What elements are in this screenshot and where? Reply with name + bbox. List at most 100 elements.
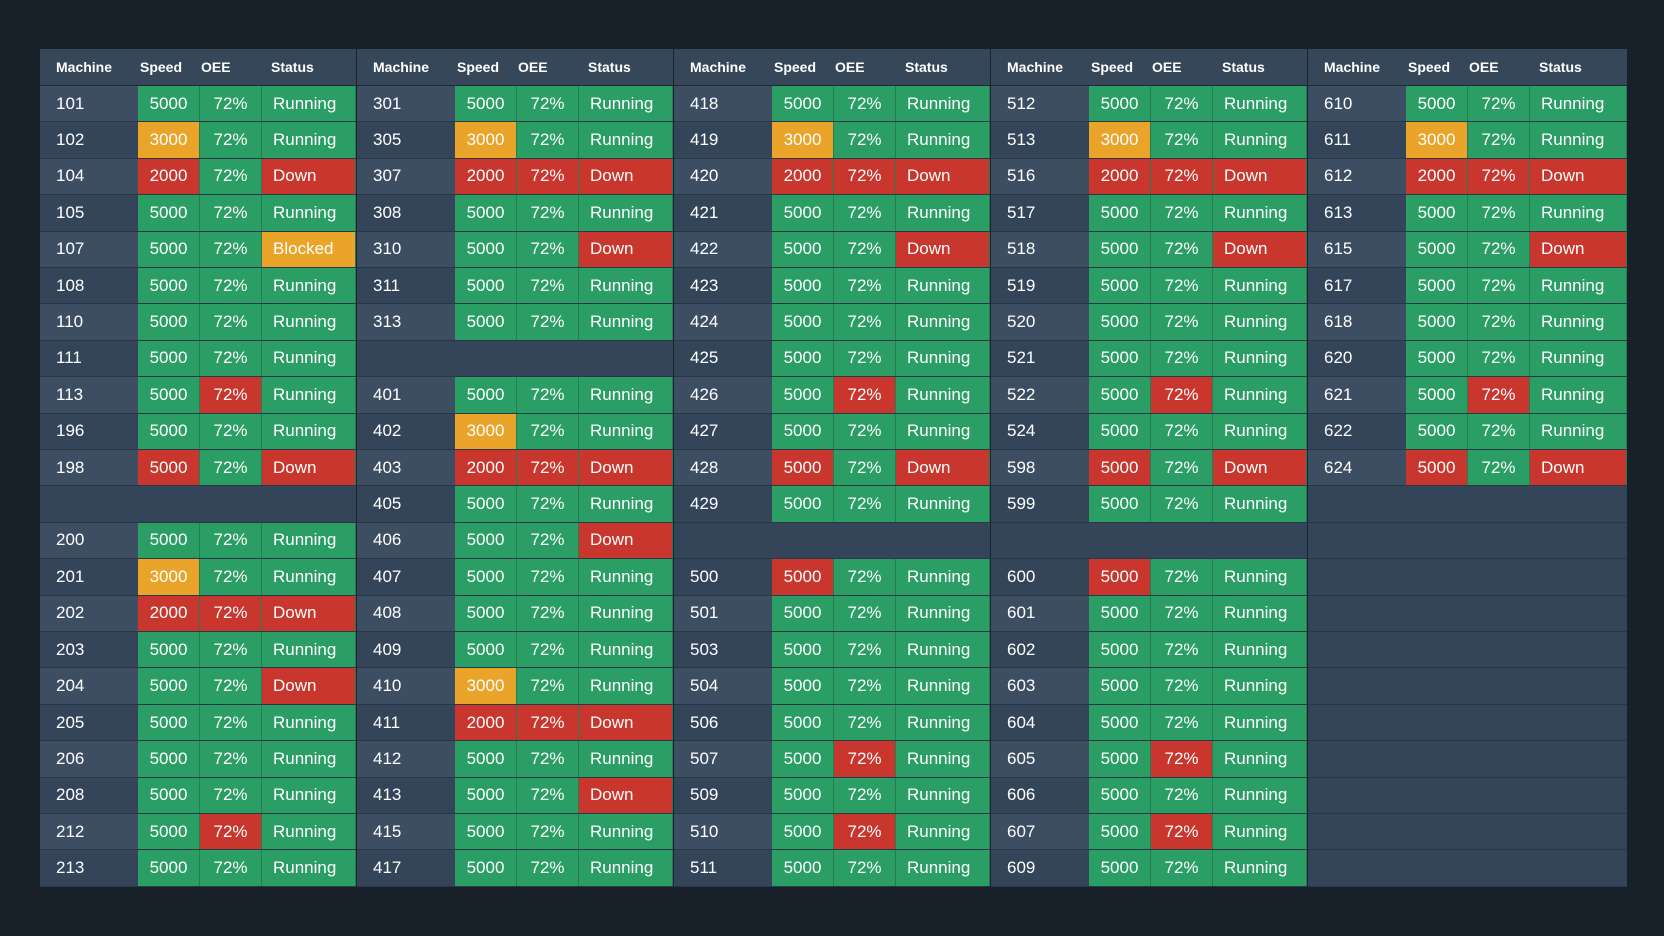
machine-row[interactable]: 620 5000 72% Running	[1308, 340, 1627, 378]
machine-row[interactable]: 213 5000 72% Running	[40, 850, 356, 887]
header-machine[interactable]: Machine	[690, 58, 747, 75]
machine-row[interactable]: 301 5000 72% Running	[357, 85, 673, 123]
machine-row[interactable]: 624 5000 72% Down	[1308, 449, 1627, 487]
machine-row[interactable]: 606 5000 72% Running	[991, 777, 1307, 815]
header-machine[interactable]: Machine	[1324, 58, 1381, 75]
machine-row[interactable]: 417 5000 72% Running	[357, 850, 673, 887]
machine-row[interactable]: 208 5000 72% Running	[40, 777, 356, 815]
machine-row[interactable]: 203 5000 72% Running	[40, 632, 356, 669]
machine-row[interactable]: 598 5000 72% Down	[991, 449, 1307, 487]
machine-row[interactable]: 313 5000 72% Running	[357, 304, 673, 341]
machine-row[interactable]: 424 5000 72% Running	[674, 304, 990, 341]
machine-row[interactable]: 429 5000 72% Running	[674, 486, 990, 523]
machine-row[interactable]: 613 5000 72% Running	[1308, 195, 1627, 232]
machine-row[interactable]: 427 5000 72% Running	[674, 413, 990, 450]
machine-row[interactable]: 110 5000 72% Running	[40, 304, 356, 341]
header-status[interactable]: Status	[1539, 58, 1582, 75]
machine-row[interactable]: 405 5000 72% Running	[357, 486, 673, 523]
machine-row[interactable]: 618 5000 72% Running	[1308, 304, 1627, 341]
header-machine[interactable]: Machine	[56, 58, 113, 75]
machine-row[interactable]: 517 5000 72% Running	[991, 195, 1307, 232]
machine-row[interactable]: 615 5000 72% Down	[1308, 231, 1627, 268]
machine-row[interactable]: 421 5000 72% Running	[674, 195, 990, 232]
header-status[interactable]: Status	[588, 58, 631, 75]
machine-row[interactable]: 611 3000 72% Running	[1308, 122, 1627, 159]
machine-row[interactable]: 428 5000 72% Down	[674, 449, 990, 487]
header-status[interactable]: Status	[905, 58, 948, 75]
machine-row[interactable]: 205 5000 72% Running	[40, 704, 356, 742]
machine-row[interactable]: 403 2000 72% Down	[357, 449, 673, 487]
machine-row[interactable]: 310 5000 72% Down	[357, 231, 673, 268]
machine-row[interactable]: 113 5000 72% Running	[40, 377, 356, 414]
machine-row[interactable]: 603 5000 72% Running	[991, 668, 1307, 705]
machine-row[interactable]: 602 5000 72% Running	[991, 632, 1307, 669]
machine-row[interactable]: 605 5000 72% Running	[991, 741, 1307, 778]
machine-row[interactable]: 111 5000 72% Running	[40, 340, 356, 378]
machine-row[interactable]: 206 5000 72% Running	[40, 741, 356, 778]
machine-row[interactable]: 521 5000 72% Running	[991, 340, 1307, 378]
machine-row[interactable]: 107 5000 72% Blocked	[40, 231, 356, 268]
header-oee[interactable]: OEE	[835, 58, 865, 75]
header-status[interactable]: Status	[1222, 58, 1265, 75]
machine-row[interactable]: 520 5000 72% Running	[991, 304, 1307, 341]
machine-row[interactable]: 419 3000 72% Running	[674, 122, 990, 159]
machine-row[interactable]: 305 3000 72% Running	[357, 122, 673, 159]
machine-row[interactable]: 609 5000 72% Running	[991, 850, 1307, 887]
machine-row[interactable]: 506 5000 72% Running	[674, 704, 990, 742]
header-oee[interactable]: OEE	[1152, 58, 1182, 75]
machine-row[interactable]: 104 2000 72% Down	[40, 158, 356, 196]
machine-row[interactable]: 504 5000 72% Running	[674, 668, 990, 705]
machine-row[interactable]: 409 5000 72% Running	[357, 632, 673, 669]
machine-row[interactable]: 308 5000 72% Running	[357, 195, 673, 232]
machine-row[interactable]: 198 5000 72% Down	[40, 449, 356, 487]
machine-row[interactable]: 501 5000 72% Running	[674, 595, 990, 632]
machine-row[interactable]: 413 5000 72% Down	[357, 777, 673, 815]
machine-row[interactable]: 200 5000 72% Running	[40, 522, 356, 560]
header-oee[interactable]: OEE	[518, 58, 548, 75]
machine-row[interactable]: 511 5000 72% Running	[674, 850, 990, 887]
machine-row[interactable]: 425 5000 72% Running	[674, 340, 990, 378]
machine-row[interactable]: 500 5000 72% Running	[674, 559, 990, 596]
machine-row[interactable]: 524 5000 72% Running	[991, 413, 1307, 450]
machine-row[interactable]: 503 5000 72% Running	[674, 632, 990, 669]
machine-row[interactable]: 513 3000 72% Running	[991, 122, 1307, 159]
machine-row[interactable]: 412 5000 72% Running	[357, 741, 673, 778]
machine-row[interactable]: 522 5000 72% Running	[991, 377, 1307, 414]
header-speed[interactable]: Speed	[140, 58, 183, 75]
machine-row[interactable]: 510 5000 72% Running	[674, 814, 990, 851]
header-machine[interactable]: Machine	[1007, 58, 1064, 75]
machine-row[interactable]: 612 2000 72% Down	[1308, 158, 1627, 196]
machine-row[interactable]: 418 5000 72% Running	[674, 85, 990, 123]
machine-row[interactable]: 607 5000 72% Running	[991, 814, 1307, 851]
machine-row[interactable]: 411 2000 72% Down	[357, 704, 673, 742]
machine-row[interactable]: 599 5000 72% Running	[991, 486, 1307, 523]
machine-row[interactable]: 516 2000 72% Down	[991, 158, 1307, 196]
machine-row[interactable]: 420 2000 72% Down	[674, 158, 990, 196]
header-status[interactable]: Status	[271, 58, 314, 75]
machine-row[interactable]: 105 5000 72% Running	[40, 195, 356, 232]
machine-row[interactable]: 519 5000 72% Running	[991, 267, 1307, 305]
machine-row[interactable]: 423 5000 72% Running	[674, 267, 990, 305]
header-speed[interactable]: Speed	[1091, 58, 1134, 75]
machine-row[interactable]: 610 5000 72% Running	[1308, 85, 1627, 123]
machine-row[interactable]: 509 5000 72% Running	[674, 777, 990, 815]
machine-row[interactable]: 307 2000 72% Down	[357, 158, 673, 196]
machine-row[interactable]: 101 5000 72% Running	[40, 85, 356, 123]
machine-row[interactable]: 415 5000 72% Running	[357, 814, 673, 851]
machine-row[interactable]: 422 5000 72% Down	[674, 231, 990, 268]
machine-row[interactable]: 102 3000 72% Running	[40, 122, 356, 159]
header-speed[interactable]: Speed	[1408, 58, 1451, 75]
machine-row[interactable]: 311 5000 72% Running	[357, 267, 673, 305]
machine-row[interactable]: 407 5000 72% Running	[357, 559, 673, 596]
header-machine[interactable]: Machine	[373, 58, 430, 75]
machine-row[interactable]: 212 5000 72% Running	[40, 814, 356, 851]
machine-row[interactable]: 401 5000 72% Running	[357, 377, 673, 414]
machine-row[interactable]: 202 2000 72% Down	[40, 595, 356, 632]
header-speed[interactable]: Speed	[774, 58, 817, 75]
machine-row[interactable]: 518 5000 72% Down	[991, 231, 1307, 268]
machine-row[interactable]: 604 5000 72% Running	[991, 704, 1307, 742]
header-speed[interactable]: Speed	[457, 58, 500, 75]
machine-row[interactable]: 507 5000 72% Running	[674, 741, 990, 778]
header-oee[interactable]: OEE	[1469, 58, 1499, 75]
machine-row[interactable]: 410 3000 72% Running	[357, 668, 673, 705]
